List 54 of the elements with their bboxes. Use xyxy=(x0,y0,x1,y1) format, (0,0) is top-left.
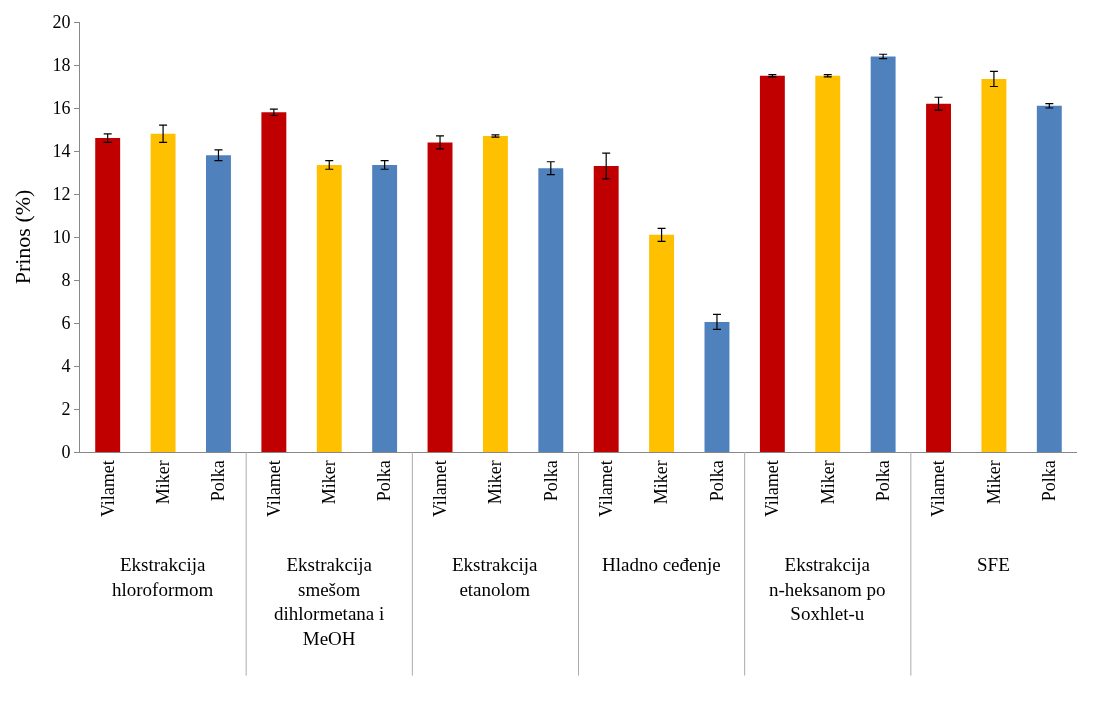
x-tick-label: Miker xyxy=(817,460,838,505)
x-tick-label: Miker xyxy=(152,460,173,505)
x-tick-label: Miker xyxy=(651,460,672,505)
bar xyxy=(704,321,730,452)
bar xyxy=(815,75,841,452)
text: SFE xyxy=(977,554,1010,575)
text: Ekstrakcija n-heksanom po Soxhlet-u xyxy=(769,554,886,625)
y-tick-label: 8 xyxy=(61,270,71,291)
y-tick-label: 2 xyxy=(61,399,71,420)
text: Ekstrakcija hloroformom xyxy=(112,554,214,600)
bar xyxy=(593,166,619,452)
text: Hladno ceđenje xyxy=(602,554,721,575)
x-tick-label: Miker xyxy=(983,460,1004,505)
x-tick-label: Polka xyxy=(706,460,727,502)
bar xyxy=(981,78,1007,452)
x-tick-label: Polka xyxy=(374,460,395,502)
bar xyxy=(926,103,951,452)
x-tick-label: Vilamet xyxy=(596,460,617,518)
bar xyxy=(482,135,508,452)
x-tick-label: Vilamet xyxy=(263,460,284,518)
bar xyxy=(206,155,231,452)
x-tick-label: Miker xyxy=(485,460,506,505)
text: Ekstrakcija smešom dihlormetana i MeOH xyxy=(274,554,385,650)
y-tick-label: 14 xyxy=(52,141,71,162)
y-tick-label: 6 xyxy=(61,313,71,334)
x-tick-label: Vilamet xyxy=(762,460,783,518)
x-tick-label: Polka xyxy=(208,460,229,502)
y-tick-label: 4 xyxy=(61,356,71,377)
x-tick-label: Miker xyxy=(319,460,340,505)
bar xyxy=(150,133,176,452)
bar xyxy=(316,164,342,452)
y-axis-title: Prinos (%) xyxy=(10,189,36,285)
x-tick-label: Vilamet xyxy=(429,460,450,518)
y-tick-label: 10 xyxy=(52,227,71,248)
bar xyxy=(1036,105,1062,452)
x-tick-label: Vilamet xyxy=(928,460,949,518)
bar xyxy=(95,138,121,452)
bar xyxy=(538,168,564,452)
y-tick-label: 18 xyxy=(52,55,71,76)
y-tick-label: 16 xyxy=(52,98,71,119)
x-tick-label: Polka xyxy=(872,460,893,502)
bar xyxy=(649,234,675,452)
x-tick-label: Polka xyxy=(1039,460,1060,502)
text: Ekstrakcija etanolom xyxy=(452,554,539,600)
x-tick-label: Vilamet xyxy=(97,460,118,518)
y-tick-label: 12 xyxy=(52,184,71,205)
y-tick-label: 20 xyxy=(52,12,71,33)
bar xyxy=(427,142,453,452)
bar xyxy=(870,56,896,452)
y-tick-label: 0 xyxy=(61,442,71,463)
bar xyxy=(261,112,287,452)
bar xyxy=(759,75,785,452)
x-tick-label: Polka xyxy=(540,460,561,502)
bar xyxy=(372,164,398,452)
